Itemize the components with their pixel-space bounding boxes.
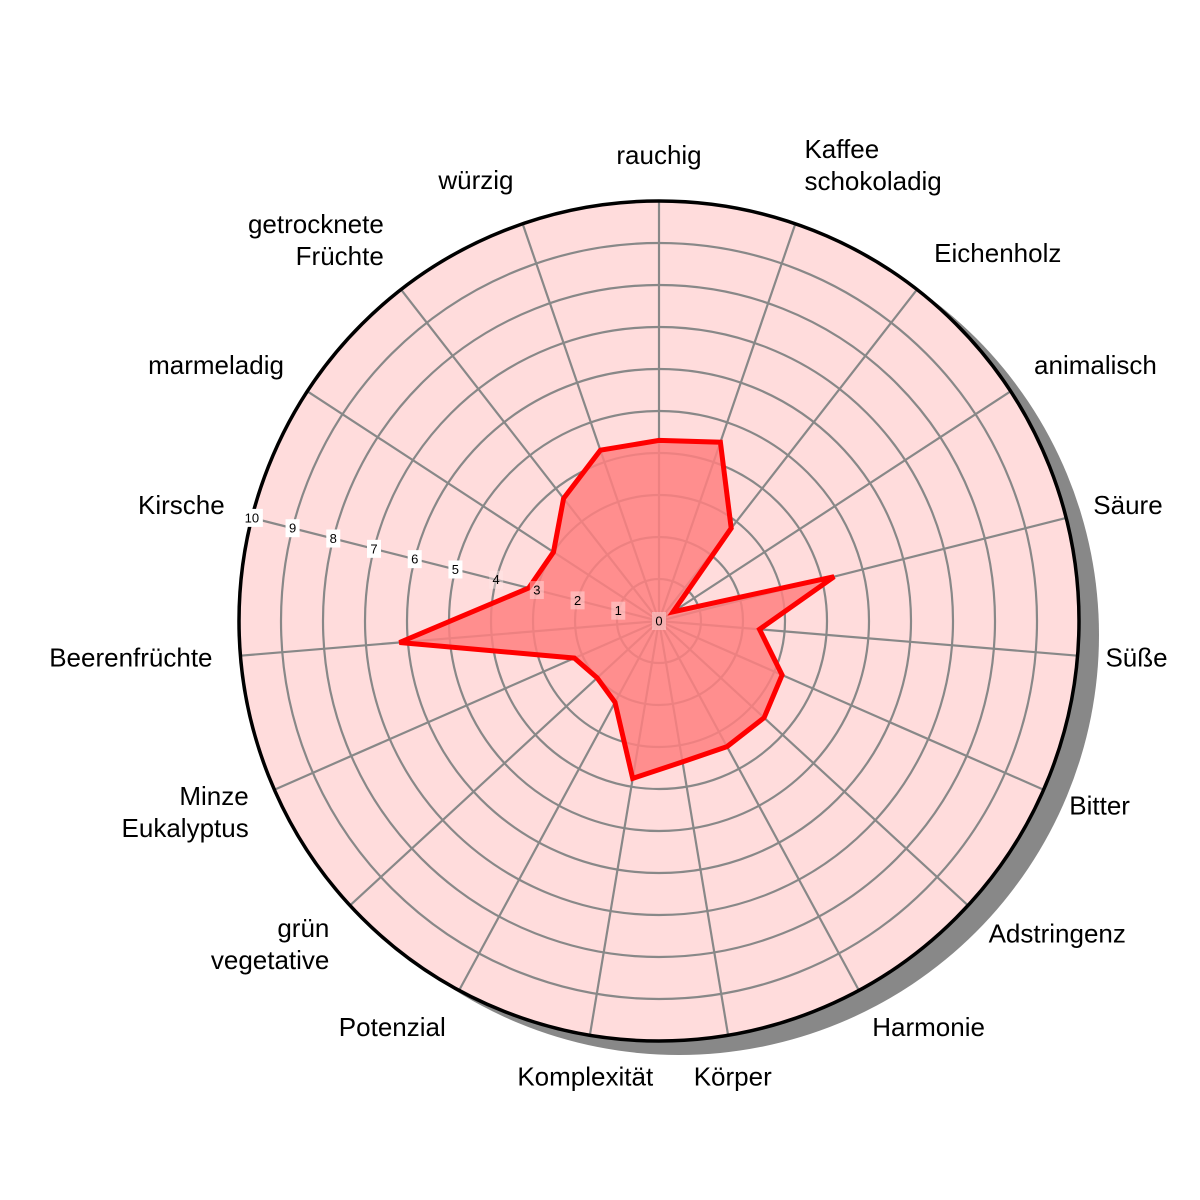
axis-label-17: marmeladig	[148, 350, 284, 380]
axis-label-14: Minze Eukalyptus	[122, 781, 249, 843]
axis-label-2: Kaffee schokoladig	[804, 134, 941, 196]
axis-label-11: Komplexität	[517, 1062, 654, 1092]
svg-text:10: 10	[245, 510, 259, 525]
svg-text:5: 5	[452, 562, 459, 577]
tick-label-0: 0	[652, 612, 666, 630]
axis-label-9: Harmonie	[872, 1012, 985, 1042]
svg-text:2: 2	[574, 593, 581, 608]
axis-label-18: getrocknete Früchte	[248, 209, 384, 271]
svg-text:9: 9	[289, 521, 296, 536]
tick-label-6: 6	[407, 550, 422, 569]
axis-label-15: Beerenfrüchte	[49, 642, 212, 672]
spoke-4	[658, 390, 1012, 622]
axis-label-3: Eichenholz	[934, 238, 1061, 268]
data-series-polygon	[398, 437, 836, 782]
axis-label-5: Säure	[1093, 490, 1162, 520]
tick-label-2: 2	[570, 591, 585, 610]
axis-label-16: Kirsche	[138, 490, 225, 520]
radial-tick-labels: 0 1 2 3 4 5 6 7 8 9 10	[240, 508, 666, 630]
svg-text:8: 8	[330, 531, 337, 546]
svg-text:0: 0	[655, 613, 662, 628]
chart-outline	[237, 199, 1081, 1043]
axis-label-4: animalisch	[1034, 350, 1157, 380]
tick-label-4: 4	[489, 570, 504, 589]
axis-label-13: grün vegetative	[211, 913, 330, 975]
tick-label-9: 9	[285, 519, 300, 538]
svg-text:4: 4	[493, 572, 500, 587]
axis-label-12: Potenzial	[339, 1012, 446, 1042]
tick-label-3: 3	[529, 581, 544, 600]
svg-text:3: 3	[533, 583, 540, 598]
tick-label-8: 8	[326, 529, 341, 548]
axis-label-8: Adstringenz	[989, 918, 1126, 948]
axis-label-19: würzig	[437, 165, 513, 195]
axis-label-1: rauchig	[616, 140, 701, 170]
axis-label-10: Körper	[694, 1062, 772, 1092]
axis-label-6: Süße	[1105, 642, 1167, 672]
tick-label-7: 7	[366, 539, 381, 558]
svg-text:7: 7	[370, 541, 377, 556]
svg-text:6: 6	[411, 552, 418, 567]
tick-label-10: 10	[240, 508, 263, 527]
tick-label-5: 5	[448, 560, 463, 579]
tick-label-1: 1	[611, 601, 626, 620]
axis-label-7: Bitter	[1069, 790, 1130, 820]
axis-labels: rauchig Kaffee schokoladig Eichenholz animal…	[49, 134, 1167, 1092]
svg-text:1: 1	[615, 603, 622, 618]
